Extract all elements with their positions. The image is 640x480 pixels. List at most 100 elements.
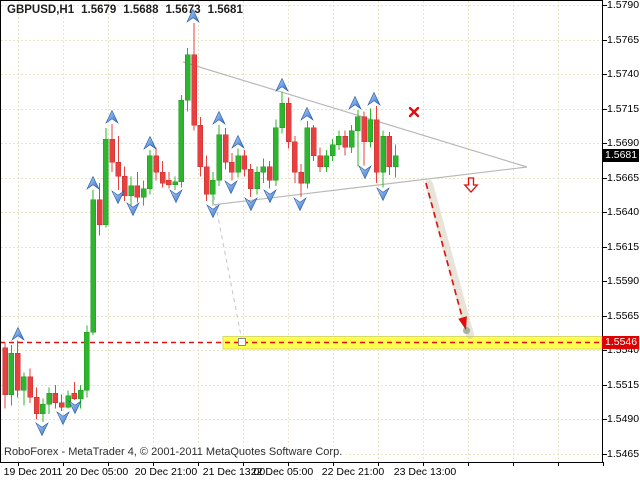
candle-bear — [266, 166, 273, 181]
fractal-up-icon — [86, 175, 100, 190]
ohlc-low: 1.5673 — [165, 4, 201, 16]
price-tick-label: 1.5490 — [607, 413, 640, 426]
candle-bear — [310, 127, 317, 156]
target-price-label[interactable]: 1.5546 — [602, 336, 639, 349]
price-tick-label: 1.5565 — [607, 309, 640, 322]
candle-bear — [115, 162, 122, 177]
candle-bear — [342, 135, 348, 148]
candle-bull — [392, 155, 399, 167]
candle-bear — [153, 155, 159, 173]
ohlc-high: 1.5688 — [123, 4, 159, 16]
candle-bull — [380, 135, 386, 173]
fractal-down-icon — [35, 422, 49, 437]
candle-bull — [184, 54, 191, 101]
candle-bear — [373, 119, 380, 173]
candle-bear — [197, 124, 204, 167]
candle-bull — [147, 155, 153, 189]
measure-dashed-line[interactable] — [213, 195, 243, 342]
ohlc-open: 1.5679 — [81, 4, 117, 16]
candle-bull — [90, 199, 96, 333]
forecast-arrow-shadow — [425, 180, 474, 339]
candle-bear — [229, 162, 235, 173]
price-tick-label: 1.5715 — [607, 102, 640, 115]
candle-bull — [355, 116, 361, 131]
candle-bull — [254, 171, 260, 189]
ohlc-close: 1.5681 — [207, 4, 243, 16]
fractal-down-icon — [293, 197, 307, 212]
candle-bull — [178, 100, 185, 183]
candle-bull — [103, 138, 109, 225]
candle-bull — [336, 135, 342, 145]
selection-handle[interactable] — [238, 338, 246, 346]
price-tick-label: 1.5615 — [607, 240, 640, 253]
fractal-down-icon — [126, 202, 140, 217]
forecast-target-dot — [462, 326, 471, 335]
candle-bear — [317, 155, 323, 167]
fractal-down-icon — [56, 411, 70, 426]
candle-bull — [65, 395, 71, 408]
price-tick-label: 1.5515 — [607, 378, 640, 391]
fractal-up-icon — [11, 326, 25, 341]
candle-bull — [273, 127, 279, 181]
candle-bear — [58, 402, 65, 408]
candle-bear — [33, 397, 40, 415]
candle-bull — [348, 130, 355, 148]
candle-bear — [109, 138, 115, 163]
fractal-down-icon — [224, 180, 238, 195]
fractal-up-icon — [367, 91, 381, 106]
candle-bull — [235, 155, 241, 173]
candle-bull — [304, 127, 311, 184]
fractal-down-icon — [68, 400, 82, 415]
triangle-upper-trendline[interactable] — [182, 61, 528, 168]
price-tick-label: 1.5690 — [607, 137, 640, 150]
chart-symbol-period: GBPUSD,H1 — [7, 4, 75, 16]
candle-bull — [21, 376, 27, 391]
current-price-label: 1.5681 — [602, 149, 639, 162]
candle-bear — [96, 199, 103, 225]
candle-bull — [216, 134, 222, 181]
candle-bear — [52, 392, 59, 404]
candle-bear — [292, 141, 298, 173]
candle-bear — [2, 347, 8, 395]
down-arrow-outline-icon[interactable] — [463, 177, 479, 193]
candle-bear — [247, 169, 254, 189]
candle-bull — [329, 144, 336, 156]
sell-x-icon[interactable] — [408, 106, 420, 118]
price-tick-label: 1.5790 — [607, 0, 640, 11]
fractal-down-icon — [206, 204, 220, 219]
time-tick-label: 20 Dec 21:00 — [134, 466, 198, 478]
fractal-up-icon — [212, 110, 226, 125]
fractal-down-icon — [169, 189, 183, 204]
time-tick-label: 23 Dec 13:00 — [393, 466, 457, 478]
time-tick-label: 21 Dec 13:00 — [202, 466, 266, 478]
triangle-lower-trendline[interactable] — [211, 166, 528, 206]
candle-bear — [121, 176, 128, 196]
fractal-down-icon — [263, 189, 277, 204]
price-tick-label: 1.5640 — [607, 206, 640, 219]
time-tick-label: 22 Dec 21:00 — [321, 466, 385, 478]
fractal-down-icon — [376, 187, 390, 202]
price-tick-label: 1.5740 — [607, 68, 640, 81]
candle-bull — [323, 155, 330, 167]
candle-bull — [8, 352, 15, 395]
candle-bull — [279, 102, 285, 129]
candle-bear — [222, 134, 229, 163]
forecast-arrow-head[interactable] — [458, 316, 467, 330]
candle-bear — [191, 54, 197, 126]
candle-bear — [27, 376, 33, 398]
candle-bear — [71, 392, 78, 399]
candle-bear — [159, 171, 166, 184]
fractal-up-icon — [186, 8, 200, 23]
candle-bull — [172, 181, 178, 185]
time-tick-label: 19 Dec 2011 — [3, 466, 63, 478]
copyright-text: RoboForex - MetaTrader 4, © 2001-2011 Me… — [3, 446, 347, 459]
candle-bear — [386, 135, 393, 167]
price-axis: 1.5790 1.5765 1.5740 1.5715 1.5690 1.5665 1.56… — [606, 0, 640, 464]
candle-bear — [241, 155, 248, 170]
time-tick-label: 22 Dec 05:00 — [250, 466, 314, 478]
chart-title: GBPUSD,H1 1.5679 1.5688 1.5673 1.5681 — [7, 4, 250, 16]
forecast-arrow-line[interactable] — [425, 182, 465, 325]
candle-bear — [166, 180, 172, 185]
candle-bull — [260, 166, 267, 173]
